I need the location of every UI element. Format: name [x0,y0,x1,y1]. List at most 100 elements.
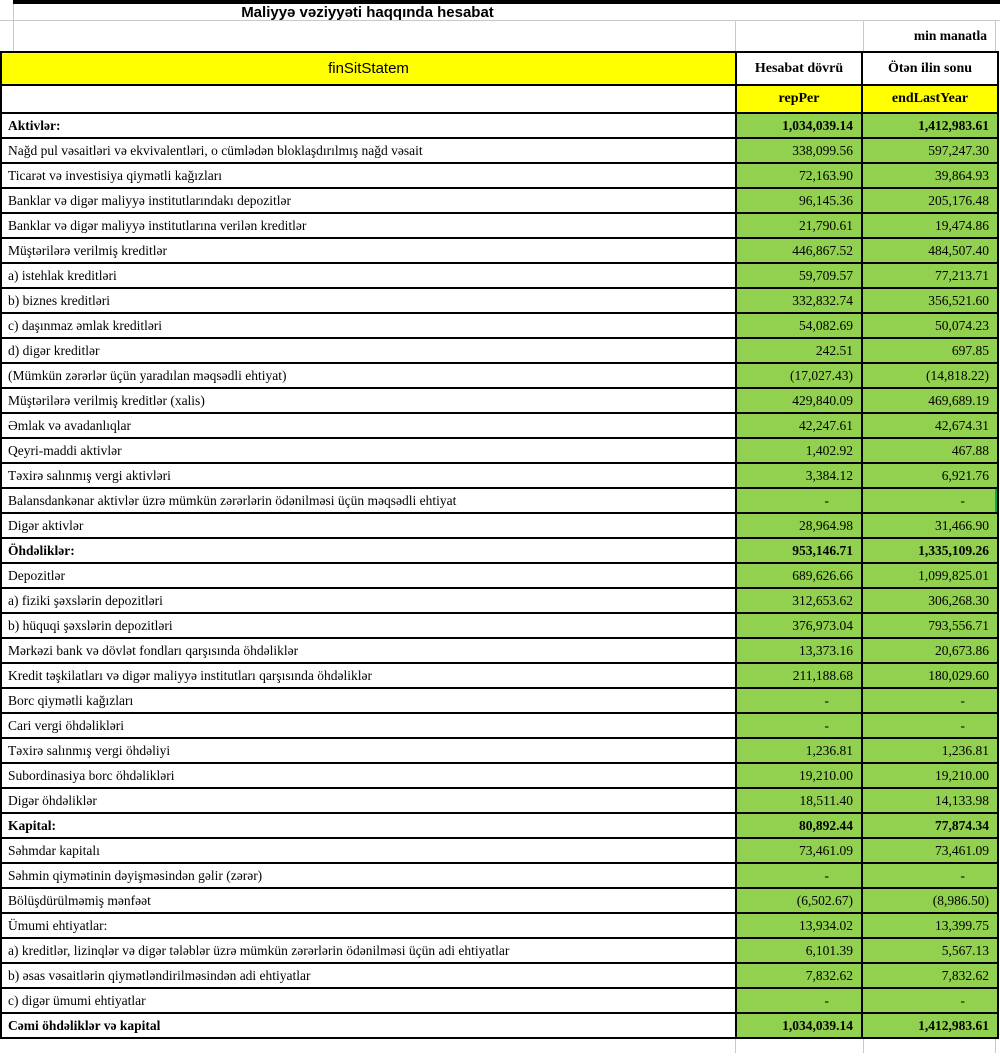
row-label-cell[interactable]: b) əsas vəsaitlərin qiymətləndirilməsind… [0,962,737,989]
row-label-cell[interactable]: Ticarət və investisiya qiymətli kağızlar… [0,162,737,189]
endlastyear-value-cell[interactable]: 1,412,983.61 [861,112,999,139]
row-label-cell[interactable]: Mərkəzi bank və dövlət fondları qarşısın… [0,637,737,664]
endlastyear-value-cell[interactable]: 1,099,825.01 [861,562,999,589]
end-last-year-header-cell[interactable]: Ötən ilin sonu [861,51,999,86]
row-label-cell[interactable]: Bölüşdürülməmiş mənfəət [0,887,737,914]
repper-value-cell[interactable]: 72,163.90 [735,162,863,189]
endlastyear-value-cell[interactable]: 1,412,983.61 [861,1012,999,1039]
endlastyear-value-cell[interactable]: 50,074.23 [861,312,999,339]
row-label-cell[interactable]: a) fiziki şəxslərin depozitləri [0,587,737,614]
row-label-cell[interactable]: Nağd pul vəsaitləri və ekvivalentləri, o… [0,137,737,164]
empty-cell[interactable] [0,84,737,114]
endlastyear-value-cell[interactable]: 14,133.98 [861,787,999,814]
row-label-cell[interactable]: Digər aktivlər [0,512,737,539]
endlastyear-value-cell[interactable]: 793,556.71 [861,612,999,639]
endlastyear-value-cell[interactable]: - [861,687,999,714]
row-label-cell[interactable]: Banklar və digər maliyyə institutlarına … [0,212,737,239]
repper-value-cell[interactable]: 1,236.81 [735,737,863,764]
repper-value-cell[interactable]: 1,034,039.14 [735,112,863,139]
row-label-cell[interactable]: Banklar və digər maliyyə institutlarında… [0,187,737,214]
endlastyear-value-cell[interactable]: 7,832.62 [861,962,999,989]
endlastyear-value-cell[interactable]: 73,461.09 [861,837,999,864]
repper-value-cell[interactable]: 1,034,039.14 [735,1012,863,1039]
repper-value-cell[interactable]: - [735,862,863,889]
endlastyear-value-cell[interactable]: (8,986.50) [861,887,999,914]
endlastyear-value-cell[interactable]: 42,674.31 [861,412,999,439]
repper-value-cell[interactable]: 446,867.52 [735,237,863,264]
endlastyear-value-cell[interactable]: - [861,487,999,514]
row-label-cell[interactable]: Müştərilərə verilmiş kreditlər (xalis) [0,387,737,414]
endlastyear-value-cell[interactable]: - [861,712,999,739]
endlastyear-value-cell[interactable]: 5,567.13 [861,937,999,964]
row-label-cell[interactable]: Səhmin qiymətinin dəyişməsindən gəlir (z… [0,862,737,889]
endlastyear-value-cell[interactable]: 356,521.60 [861,287,999,314]
reporting-period-header-cell[interactable]: Hesabat dövrü [735,51,863,86]
row-label-cell[interactable]: Təxirə salınmış vergi aktivləri [0,462,737,489]
endlastyear-value-cell[interactable]: 1,335,109.26 [861,537,999,564]
row-label-cell[interactable]: d) digər kreditlər [0,337,737,364]
row-label-cell[interactable]: a) istehlak kreditləri [0,262,737,289]
endlastyear-value-cell[interactable]: 205,176.48 [861,187,999,214]
endlastyear-value-cell[interactable]: (14,818.22) [861,362,999,389]
repper-value-cell[interactable]: 42,247.61 [735,412,863,439]
repper-value-cell[interactable]: - [735,712,863,739]
endlastyear-value-cell[interactable]: 31,466.90 [861,512,999,539]
repper-value-cell[interactable]: 21,790.61 [735,212,863,239]
repper-value-cell[interactable]: 59,709.57 [735,262,863,289]
form-code-cell[interactable]: finSitStatem [0,51,737,86]
row-label-cell[interactable]: Səhmdar kapitalı [0,837,737,864]
row-label-cell[interactable]: Təxirə salınmış vergi öhdəliyi [0,737,737,764]
repper-code-cell[interactable]: repPer [735,84,863,114]
row-label-cell[interactable]: Müştərilərə verilmiş kreditlər [0,237,737,264]
row-label-cell[interactable]: Kapital: [0,812,737,839]
repper-value-cell[interactable]: 338,099.56 [735,137,863,164]
endlastyear-value-cell[interactable]: 484,507.40 [861,237,999,264]
endlastyear-value-cell[interactable]: 469,689.19 [861,387,999,414]
endlastyear-value-cell[interactable]: 77,874.34 [861,812,999,839]
repper-value-cell[interactable]: 332,832.74 [735,287,863,314]
repper-value-cell[interactable]: 80,892.44 [735,812,863,839]
row-label-cell[interactable]: c) daşınmaz əmlak kreditləri [0,312,737,339]
endlastyear-value-cell[interactable]: 13,399.75 [861,912,999,939]
repper-value-cell[interactable]: 376,973.04 [735,612,863,639]
endlastyear-value-cell[interactable]: 77,213.71 [861,262,999,289]
repper-value-cell[interactable]: 429,840.09 [735,387,863,414]
row-label-cell[interactable]: Depozitlər [0,562,737,589]
row-label-cell[interactable]: Cəmi öhdəliklər və kapital [0,1012,737,1039]
row-label-cell[interactable]: Qeyri-maddi aktivlər [0,437,737,464]
endlastyear-value-cell[interactable]: 597,247.30 [861,137,999,164]
repper-value-cell[interactable]: 19,210.00 [735,762,863,789]
endlastyear-value-cell[interactable]: 306,268.30 [861,587,999,614]
row-label-cell[interactable]: Digər öhdəliklər [0,787,737,814]
row-label-cell[interactable]: Cari vergi öhdəlikləri [0,712,737,739]
row-label-cell[interactable]: Kredit təşkilatları və digər maliyyə ins… [0,662,737,689]
repper-value-cell[interactable]: 312,653.62 [735,587,863,614]
endlastyear-value-cell[interactable]: - [861,862,999,889]
endlastyear-value-cell[interactable]: 467.88 [861,437,999,464]
row-label-cell[interactable]: Ümumi ehtiyatlar: [0,912,737,939]
repper-value-cell[interactable]: - [735,987,863,1014]
repper-value-cell[interactable]: 54,082.69 [735,312,863,339]
endlastyear-value-cell[interactable]: 697.85 [861,337,999,364]
repper-value-cell[interactable]: - [735,687,863,714]
endlastyear-value-cell[interactable]: 19,474.86 [861,212,999,239]
row-label-cell[interactable]: a) kreditlər, lizinqlər və digər tələblə… [0,937,737,964]
repper-value-cell[interactable]: 953,146.71 [735,537,863,564]
endlastyear-value-cell[interactable]: - [861,987,999,1014]
repper-value-cell[interactable]: 96,145.36 [735,187,863,214]
row-label-cell[interactable]: c) digər ümumi ehtiyatlar [0,987,737,1014]
repper-value-cell[interactable]: 18,511.40 [735,787,863,814]
repper-value-cell[interactable]: - [735,487,863,514]
row-label-cell[interactable]: Borc qiymətli kağızları [0,687,737,714]
endlastyear-value-cell[interactable]: 180,029.60 [861,662,999,689]
row-label-cell[interactable]: b) hüquqi şəxslərin depozitləri [0,612,737,639]
endlastyear-code-cell[interactable]: endLastYear [861,84,999,114]
row-label-cell[interactable]: Əmlak və avadanlıqlar [0,412,737,439]
repper-value-cell[interactable]: 1,402.92 [735,437,863,464]
repper-value-cell[interactable]: 211,188.68 [735,662,863,689]
repper-value-cell[interactable]: 13,934.02 [735,912,863,939]
repper-value-cell[interactable]: 6,101.39 [735,937,863,964]
repper-value-cell[interactable]: 689,626.66 [735,562,863,589]
repper-value-cell[interactable]: 73,461.09 [735,837,863,864]
endlastyear-value-cell[interactable]: 6,921.76 [861,462,999,489]
